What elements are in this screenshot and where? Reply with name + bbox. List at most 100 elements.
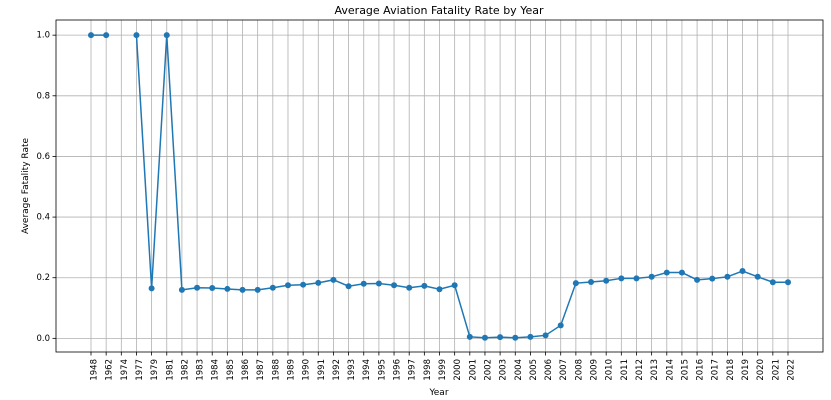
x-tick-label: 2006 xyxy=(544,359,554,381)
data-point xyxy=(209,285,216,292)
data-point xyxy=(148,285,155,292)
y-tick-label: 0.2 xyxy=(36,273,50,283)
x-tick-label: 1962 xyxy=(105,359,115,381)
x-tick-label: 1983 xyxy=(196,359,206,381)
x-tick-label: 2003 xyxy=(499,359,509,381)
data-point xyxy=(254,286,261,293)
x-tick-label: 1997 xyxy=(408,359,418,381)
x-tick-label: 1992 xyxy=(332,359,342,381)
x-tick-label: 1991 xyxy=(317,359,327,381)
data-point xyxy=(481,334,488,341)
x-tick-label: 1998 xyxy=(423,359,433,381)
data-point xyxy=(88,32,94,39)
data-point xyxy=(618,275,625,282)
x-tick-label: 2000 xyxy=(453,359,463,381)
data-point xyxy=(663,269,670,276)
data-point xyxy=(103,32,110,39)
x-tick-label: 1987 xyxy=(256,359,266,381)
x-tick-label: 2001 xyxy=(468,359,478,381)
x-tick-label: 2007 xyxy=(559,359,569,381)
x-tick-label: 2019 xyxy=(741,359,751,381)
x-tick-label: 2017 xyxy=(711,359,721,381)
data-point xyxy=(739,268,746,275)
data-point xyxy=(360,280,367,287)
x-tick-label: 1990 xyxy=(302,359,312,381)
x-tick-label: 1989 xyxy=(286,359,296,381)
data-point xyxy=(512,334,519,341)
data-point xyxy=(345,283,352,290)
x-tick-label: 2012 xyxy=(635,359,645,381)
x-tick-label: 2014 xyxy=(665,359,675,381)
data-point xyxy=(588,278,595,285)
x-tick-label: 2015 xyxy=(680,359,690,381)
data-point xyxy=(330,276,337,283)
data-point xyxy=(694,276,701,283)
series-fatality-rate xyxy=(88,32,791,341)
x-tick-label: 1974 xyxy=(120,359,130,381)
data-point xyxy=(239,286,246,293)
data-point xyxy=(284,282,291,289)
y-tick-label: 0.0 xyxy=(36,334,50,344)
x-tick-label: 2009 xyxy=(590,359,600,381)
data-point xyxy=(178,286,185,293)
data-point xyxy=(527,333,534,340)
x-tick-label: 2016 xyxy=(696,359,706,381)
data-point xyxy=(406,284,413,291)
data-point xyxy=(466,333,473,340)
plot-frame xyxy=(55,19,824,353)
x-tick-label: 2020 xyxy=(756,359,766,381)
y-tick-label: 0.8 xyxy=(36,91,50,101)
y-tick-label: 0.4 xyxy=(36,213,50,223)
x-tick-label: 1988 xyxy=(271,359,281,381)
x-tick-label: 2021 xyxy=(771,359,781,381)
data-point xyxy=(678,269,685,276)
data-point xyxy=(391,282,398,289)
grid-lines xyxy=(56,20,823,352)
data-point xyxy=(163,32,170,39)
x-tick-label: 1993 xyxy=(347,359,357,381)
x-tick-label: 1981 xyxy=(165,359,175,381)
x-tick-label: 1996 xyxy=(393,359,403,381)
x-tick-label: 2002 xyxy=(483,359,493,381)
x-tick-label: 1948 xyxy=(90,359,100,381)
x-tick-label: 1986 xyxy=(241,359,251,381)
x-tick-label: 1979 xyxy=(150,359,160,381)
x-tick-label: 2011 xyxy=(620,359,630,381)
data-point xyxy=(648,273,655,280)
x-tick-label: 1977 xyxy=(135,359,145,381)
x-tick-label: 2013 xyxy=(650,359,660,381)
data-point xyxy=(497,334,504,341)
data-point xyxy=(709,275,716,282)
data-point xyxy=(451,282,458,289)
data-point xyxy=(724,273,731,280)
x-tick-label: 2018 xyxy=(726,359,736,381)
data-point xyxy=(194,284,201,291)
data-point xyxy=(300,281,307,288)
x-tick-label: 1995 xyxy=(377,359,387,381)
x-tick-label: 2008 xyxy=(574,359,584,381)
data-point xyxy=(572,280,579,287)
data-point xyxy=(375,280,382,287)
data-point xyxy=(542,332,549,339)
x-tick-label: 2010 xyxy=(605,359,615,381)
data-point xyxy=(754,273,761,280)
data-point xyxy=(133,32,140,39)
data-point xyxy=(315,279,322,286)
data-point xyxy=(785,279,791,286)
x-tick-label: 1984 xyxy=(211,359,221,381)
x-tick-label: 2005 xyxy=(529,359,539,381)
x-tick-label: 2004 xyxy=(514,359,524,381)
chart-title: Average Aviation Fatality Rate by Year xyxy=(335,4,544,17)
y-axis-label: Average Fatality Rate xyxy=(21,138,31,235)
data-point xyxy=(224,285,231,292)
axes: 1948 1962 1974 1977 1979 1981 1982 1983 1984 1985… xyxy=(36,31,796,381)
y-tick-label: 1.0 xyxy=(36,31,50,41)
y-tick-label: 0.6 xyxy=(36,152,50,162)
data-point xyxy=(436,286,443,293)
x-tick-label: 1994 xyxy=(362,359,372,381)
data-point xyxy=(557,322,564,329)
x-axis-label: Year xyxy=(428,388,448,398)
data-point xyxy=(769,279,776,286)
x-tick-label: 1985 xyxy=(226,359,236,381)
